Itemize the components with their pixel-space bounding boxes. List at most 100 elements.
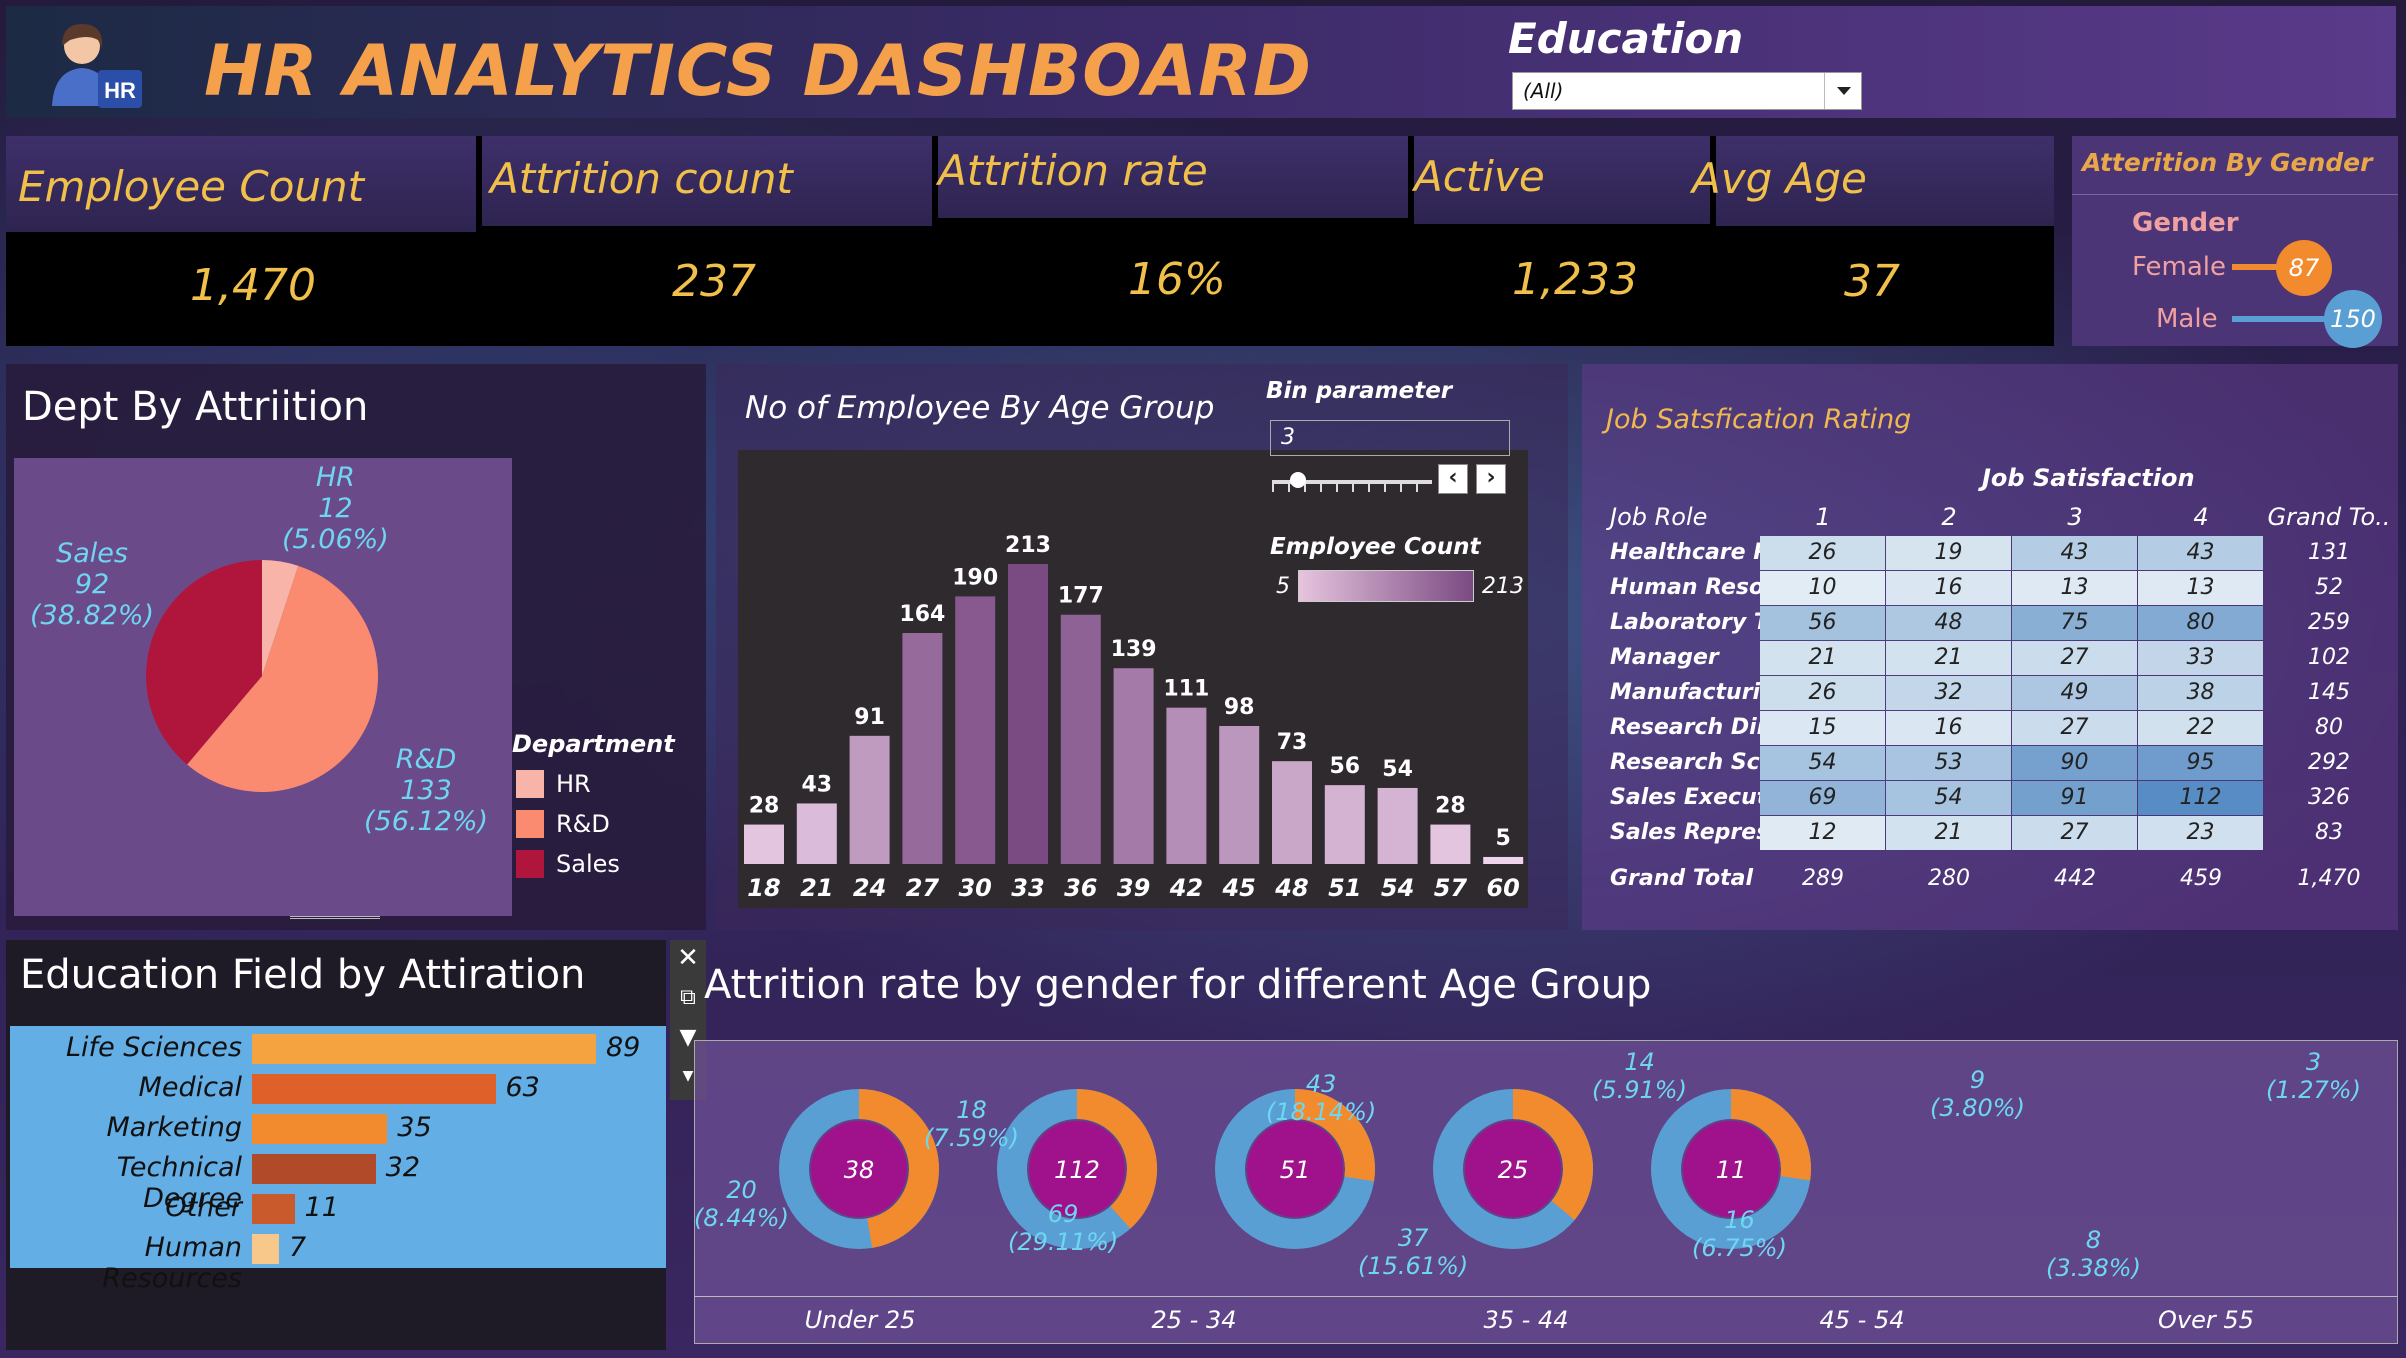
age-group-bar[interactable] — [955, 596, 996, 864]
job-satisfaction-cell[interactable]: 54 — [1886, 781, 2011, 815]
age-group-bar[interactable] — [1272, 761, 1312, 864]
job-satisfaction-cell[interactable]: 43 — [2012, 536, 2137, 570]
chevron-left-icon[interactable]: ‹ — [1438, 464, 1468, 494]
job-satisfaction-cell[interactable]: 10 — [1760, 571, 1885, 605]
job-satisfaction-cell[interactable]: 75 — [2012, 606, 2137, 640]
job-satisfaction-cell[interactable]: 91 — [2012, 781, 2137, 815]
job-satisfaction-cell[interactable]: 49 — [2012, 676, 2137, 710]
donut-female-segment[interactable] — [858, 1089, 939, 1248]
age-group-bar[interactable] — [1060, 614, 1101, 864]
donut-female-segment[interactable] — [1076, 1089, 1157, 1229]
age-group-bar[interactable] — [744, 824, 784, 864]
filter-icon[interactable]: ▼ — [679, 1025, 697, 1050]
job-role-total: 145 — [2308, 680, 2350, 705]
age-group-bar[interactable] — [902, 633, 943, 864]
job-satisfaction-cell[interactable]: 27 — [2012, 641, 2137, 675]
donut-female-segment[interactable] — [1294, 1089, 1375, 1182]
donut-female-segment[interactable] — [1730, 1089, 1811, 1181]
donut-label-value: 43 — [1305, 1070, 1337, 1098]
job-satisfaction-cell[interactable]: 15 — [1760, 711, 1885, 745]
age-group-bar[interactable] — [1430, 824, 1471, 864]
job-satisfaction-cell[interactable]: 43 — [2138, 536, 2263, 570]
education-field-bar[interactable] — [252, 1194, 295, 1224]
job-satisfaction-cell[interactable]: 69 — [1760, 781, 1885, 815]
age-group-bar-value: 177 — [1058, 584, 1104, 609]
dept-pie-chart-area — [14, 458, 512, 916]
donut-label-pct: (7.59%) — [924, 1124, 1019, 1152]
education-filter-dropdown[interactable]: (All) — [1512, 72, 1862, 110]
job-satisfaction-cell[interactable]: 48 — [1886, 606, 2011, 640]
gender-male-value: 150 — [2324, 290, 2382, 348]
job-satisfaction-cell[interactable]: 112 — [2138, 781, 2263, 815]
age-group-bar[interactable] — [1377, 787, 1418, 864]
age-group-bar-chart: 28 18 43 21 91 24 164 27 190 30 213 33 177 36 139 39 111… — [744, 533, 1524, 902]
job-satisfaction-cell[interactable]: 56 — [1760, 606, 1885, 640]
age-group-bar[interactable] — [1324, 785, 1365, 864]
job-satisfaction-cell[interactable]: 27 — [2012, 711, 2137, 745]
job-satisfaction-cell[interactable]: 16 — [1886, 571, 2011, 605]
age-group-bar-value: 213 — [1005, 533, 1051, 558]
bin-parameter-input[interactable]: 3 — [1270, 420, 1510, 456]
age-group-bar[interactable] — [1483, 856, 1524, 864]
education-field-bar[interactable] — [252, 1074, 496, 1104]
bin-parameter-slider[interactable] — [1272, 480, 1432, 484]
dept-pie-slice[interactable] — [262, 560, 299, 676]
donut-center — [1465, 1121, 1561, 1217]
chevron-down-icon[interactable] — [1824, 73, 1861, 109]
donut-label-pct: (1.27%) — [2266, 1076, 2361, 1104]
dept-pie-slice[interactable] — [145, 560, 262, 765]
job-satisfaction-cell[interactable]: 38 — [2138, 676, 2263, 710]
job-satisfaction-cell[interactable]: 21 — [1886, 641, 2011, 675]
job-satisfaction-cell[interactable]: 80 — [2138, 606, 2263, 640]
bin-slider-handle[interactable] — [1290, 472, 1306, 488]
job-satisfaction-cell[interactable]: 12 — [1760, 816, 1885, 850]
education-field-bar[interactable] — [252, 1114, 388, 1144]
job-satisfaction-cell[interactable]: 16 — [1886, 711, 2011, 745]
kpi-header-bg — [938, 136, 1408, 218]
job-satisfaction-cell[interactable]: 19 — [1886, 536, 2011, 570]
attrition-age-gender-donuts: 38 112 51 25 11 — [779, 1089, 1811, 1249]
close-icon[interactable]: ✕ — [677, 943, 699, 973]
pie-label-sales-value: 92 — [74, 569, 110, 600]
job-satisfaction-cell[interactable]: 13 — [2138, 571, 2263, 605]
job-satisfaction-cell[interactable]: 54 — [1760, 746, 1885, 780]
job-satisfaction-cell[interactable]: 21 — [1886, 816, 2011, 850]
job-satisfaction-cell[interactable]: 22 — [2138, 711, 2263, 745]
age-group-bar[interactable] — [1219, 725, 1260, 864]
bin-parameter-label: Bin parameter — [1266, 378, 1453, 404]
education-field-bar[interactable] — [252, 1154, 376, 1184]
job-satisfaction-cell[interactable]: 33 — [2138, 641, 2263, 675]
age-group-bar[interactable] — [1166, 707, 1207, 864]
age-group-bar-value: 28 — [749, 794, 780, 819]
job-satisfaction-cell[interactable]: 26 — [1760, 536, 1885, 570]
more-options-icon[interactable]: ▼ — [682, 1068, 694, 1084]
job-satisfaction-cell[interactable]: 21 — [1760, 641, 1885, 675]
education-field-bar[interactable] — [252, 1234, 280, 1264]
donut-label-value: 14 — [1624, 1048, 1655, 1076]
grand-total-2: 280 — [1928, 866, 1970, 891]
open-external-icon[interactable]: ⧉ — [680, 985, 696, 1010]
donut-label-pct: (3.80%) — [1930, 1094, 2025, 1122]
job-satisfaction-cell[interactable]: 90 — [2012, 746, 2137, 780]
age-group-bar[interactable] — [849, 735, 890, 864]
age-group-tick-label: 60 — [1486, 874, 1519, 902]
donut-female-segment[interactable] — [1512, 1089, 1593, 1220]
chevron-right-icon[interactable]: › — [1476, 464, 1506, 494]
dept-pie-slice[interactable] — [187, 565, 379, 792]
job-satisfaction-cell[interactable]: 27 — [2012, 816, 2137, 850]
grand-total-4: 459 — [2180, 866, 2222, 891]
resize-handle[interactable] — [290, 916, 380, 929]
job-satisfaction-cell[interactable]: 32 — [1886, 676, 2011, 710]
donut-label-pct: (8.44%) — [694, 1204, 789, 1232]
job-satisfaction-cell[interactable]: 95 — [2138, 746, 2263, 780]
education-field-bar[interactable] — [252, 1034, 596, 1064]
age-group-axis-label: Over 55 — [2158, 1306, 2254, 1334]
job-satisfaction-cell[interactable]: 53 — [1886, 746, 2011, 780]
age-group-bar[interactable] — [1008, 564, 1048, 864]
job-satisfaction-cell[interactable]: 23 — [2138, 816, 2263, 850]
age-group-bar[interactable] — [1113, 668, 1154, 864]
donut-male-label: 8 (3.38%) — [2046, 1226, 2141, 1282]
job-satisfaction-cell[interactable]: 13 — [2012, 571, 2137, 605]
job-satisfaction-cell[interactable]: 26 — [1760, 676, 1885, 710]
age-group-bar[interactable] — [796, 803, 837, 864]
